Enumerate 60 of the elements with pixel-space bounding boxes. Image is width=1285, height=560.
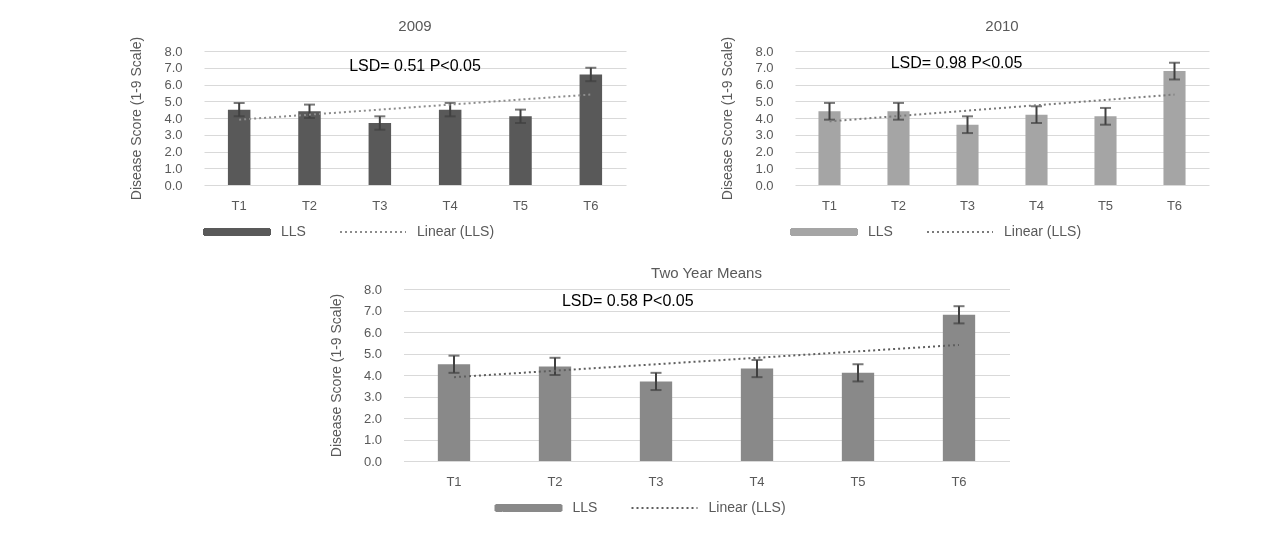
legend-label: LLS	[281, 223, 306, 239]
annotation: LSD= 0.98 P<0.05	[890, 54, 1023, 72]
y-tick-label: 5.0	[755, 93, 774, 109]
x-tick-label: T5	[850, 473, 866, 489]
legend-label: LLS	[572, 499, 598, 515]
x-tick-label: T3	[959, 197, 976, 213]
x-tick-label: T2	[301, 197, 318, 213]
y-axis-title: Disease Score (1-9 Scale)	[128, 36, 145, 201]
y-tick-label: 7.0	[363, 303, 382, 318]
y-tick-label: 1.0	[363, 432, 382, 447]
y-tick-label: 1.0	[755, 160, 774, 176]
y-axis-title: Disease Score (1-9 Scale)	[719, 36, 736, 201]
x-tick-label: T2	[890, 197, 907, 213]
x-tick-label: T4	[442, 197, 458, 213]
chart-title: Two Year Means	[651, 264, 762, 281]
y-axis-title: Disease Score (1-9 Scale)	[327, 293, 344, 458]
y-tick-label: 0.0	[164, 177, 183, 193]
x-tick-label: T6	[1166, 197, 1183, 213]
y-tick-label: 6.0	[755, 77, 774, 92]
y-tick-label: 2.0	[164, 144, 183, 159]
y-tick-label: 5.0	[363, 346, 382, 361]
legend-label: Linear (LLS)	[1004, 223, 1082, 239]
x-tick-label: T1	[821, 197, 838, 213]
legend-label: Linear (LLS)	[708, 499, 786, 515]
y-tick-label: 2.0	[755, 144, 774, 159]
y-tick-label: 2.0	[363, 410, 382, 426]
annotation: LSD= 0.58 P<0.05	[561, 292, 694, 310]
y-tick-label: 6.0	[363, 324, 382, 340]
y-tick-label: 8.0	[363, 281, 382, 297]
y-tick-label: 4.0	[164, 110, 183, 126]
x-tick-label: T1	[446, 473, 462, 489]
y-tick-label: 8.0	[164, 43, 183, 59]
y-tick-label: 7.0	[755, 60, 774, 76]
x-tick-label: T3	[648, 473, 664, 489]
chart-title: 2010	[985, 17, 1019, 35]
y-tick-label: 6.0	[164, 77, 183, 92]
y-tick-label: 3.0	[363, 389, 382, 404]
x-tick-label: T5	[1097, 197, 1114, 213]
x-tick-label: T2	[547, 473, 563, 489]
y-tick-label: 3.0	[164, 127, 183, 143]
x-tick-label: T4	[1028, 197, 1045, 213]
x-tick-label: T3	[372, 197, 388, 213]
y-tick-label: 4.0	[363, 367, 382, 383]
y-tick-label: 7.0	[164, 60, 183, 76]
chart-title: 2009	[398, 17, 432, 35]
legend-label: Linear (LLS)	[417, 223, 495, 239]
x-tick-label: T1	[231, 197, 247, 213]
x-tick-label: T6	[951, 473, 967, 489]
y-tick-label: 0.0	[755, 177, 774, 193]
y-tick-label: 4.0	[755, 110, 774, 126]
annotation: LSD= 0.51 P<0.05	[349, 56, 481, 74]
y-tick-label: 5.0	[164, 93, 183, 109]
y-tick-label: 0.0	[363, 453, 382, 469]
x-tick-label: T5	[512, 197, 529, 213]
y-tick-label: 8.0	[755, 43, 774, 59]
y-tick-label: 3.0	[755, 127, 774, 143]
legend-label: LLS	[868, 223, 893, 239]
y-tick-label: 1.0	[164, 160, 183, 176]
x-tick-label: T6	[583, 197, 599, 213]
x-tick-label: T4	[749, 473, 765, 489]
